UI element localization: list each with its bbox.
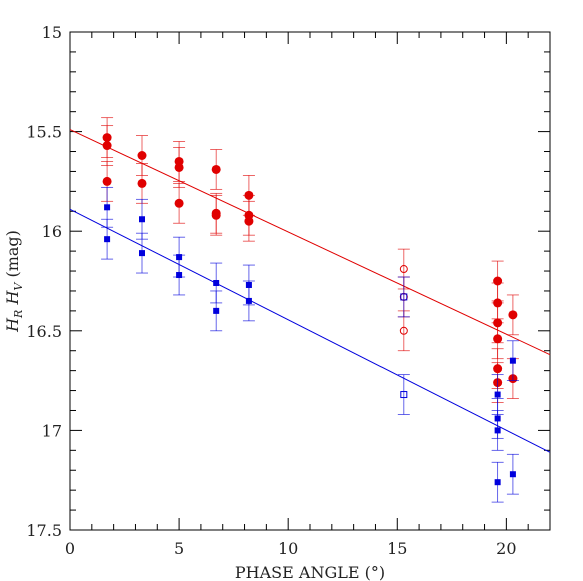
y-tick-label: 15 bbox=[42, 23, 62, 42]
data-point-square bbox=[176, 272, 183, 279]
y-axis-title: HR HV (mag) bbox=[3, 230, 25, 333]
y-tick-label: 15.5 bbox=[26, 123, 62, 142]
fit-lines bbox=[69, 129, 551, 453]
y-tick-label: 16 bbox=[42, 222, 62, 241]
y-axis-title-unit: (mag) bbox=[3, 230, 22, 277]
data-point-circle bbox=[493, 334, 503, 344]
data-point-open-circle bbox=[399, 265, 408, 274]
data-point-square bbox=[139, 250, 145, 257]
x-tick-label: 20 bbox=[496, 539, 516, 558]
data-point-square bbox=[213, 279, 220, 286]
data-point-open-circle bbox=[399, 326, 408, 335]
data-point-circle bbox=[211, 164, 221, 174]
y-axis-title-h1: H bbox=[3, 317, 22, 333]
data-point-square bbox=[494, 391, 501, 398]
y-axis-title-h2: H bbox=[3, 290, 22, 306]
data-point-circle bbox=[244, 216, 254, 226]
data-point-square bbox=[213, 307, 220, 314]
data-point-circle bbox=[102, 141, 112, 151]
x-tick-label: 10 bbox=[278, 539, 298, 558]
y-tick-label: 17 bbox=[42, 421, 62, 440]
x-tick-label: 5 bbox=[174, 539, 184, 558]
data-point-square bbox=[509, 471, 516, 478]
tick-labels: 0 5 10 15 20 15 15.5 16 16.5 17 17.5 bbox=[26, 23, 516, 558]
data-point-circle bbox=[174, 198, 184, 208]
y-axis-title-sub1: R bbox=[12, 310, 25, 319]
axis-ticks bbox=[69, 31, 551, 531]
data-point-square bbox=[104, 236, 111, 243]
data-point-square bbox=[245, 297, 252, 304]
data-point-circle bbox=[137, 178, 147, 188]
y-tick-label: 17.5 bbox=[26, 521, 62, 540]
y-tick-label: 16.5 bbox=[26, 322, 62, 341]
plot-frame bbox=[69, 31, 551, 531]
data-point-square bbox=[104, 204, 111, 211]
data-point-circle bbox=[174, 162, 184, 172]
data-point-square bbox=[139, 216, 145, 223]
fit-line bbox=[69, 208, 551, 453]
data-point-square bbox=[509, 357, 516, 364]
fit-line bbox=[69, 129, 551, 356]
data-point-open-square bbox=[400, 293, 408, 301]
data-point-square bbox=[494, 427, 501, 434]
data-point-circle bbox=[211, 210, 221, 220]
x-axis-title: PHASE ANGLE (°) bbox=[235, 563, 385, 581]
data-point-open-square bbox=[400, 391, 408, 399]
x-tick-label: 0 bbox=[65, 539, 75, 558]
x-tick-label: 15 bbox=[387, 539, 407, 558]
data-point-circle bbox=[137, 151, 147, 161]
data-point-circle bbox=[508, 310, 518, 320]
data-point-square bbox=[494, 479, 501, 486]
y-axis-title-sub2: V bbox=[12, 282, 25, 291]
data-points bbox=[101, 117, 519, 503]
data-point-circle bbox=[102, 176, 112, 186]
